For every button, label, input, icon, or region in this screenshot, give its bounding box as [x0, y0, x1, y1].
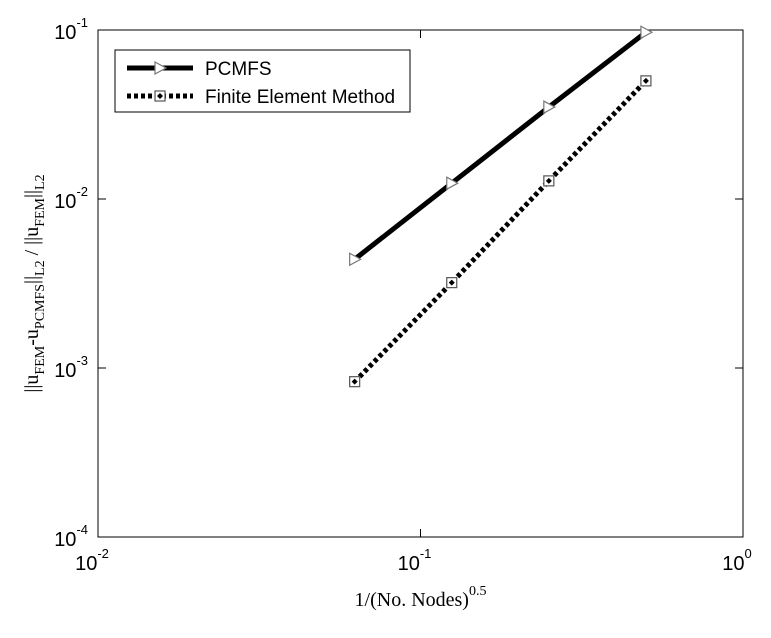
y-axis-label-part: FEM: [33, 345, 48, 374]
y-tick-base: 10: [54, 360, 76, 382]
y-tick-exponent: -4: [76, 522, 88, 537]
y-axis-label: ||uFEM-uPCMFS||L2 / ||uFEM||L2: [21, 174, 48, 392]
x-tick-exponent: -1: [420, 546, 432, 561]
y-axis-label-part: FEM: [33, 197, 48, 226]
x-tick-label: 10-1: [398, 546, 432, 575]
x-tick-base: 10: [398, 553, 420, 575]
x-axis-label-exponent: 0.5: [469, 584, 487, 599]
x-tick-label: 100: [722, 546, 751, 575]
x-tick-exponent: 0: [745, 546, 752, 561]
x-tick-label: 10-2: [75, 546, 109, 575]
y-tick-base: 10: [54, 22, 76, 44]
marker: [446, 277, 458, 289]
marker: [640, 75, 652, 87]
marker: [640, 25, 654, 40]
series-line: [353, 30, 648, 262]
y-tick-base: 10: [54, 191, 76, 213]
marker: [154, 90, 166, 102]
marker-dot: [545, 177, 552, 184]
y-axis-label-part: ||: [21, 276, 43, 284]
y-tick-exponent: -2: [76, 184, 88, 199]
marker: [349, 376, 361, 388]
y-tick-exponent: -3: [76, 353, 88, 368]
marker-dot: [351, 378, 358, 385]
x-tick-exponent: -2: [97, 546, 109, 561]
y-axis-label-part: -u: [21, 329, 43, 346]
legend-label: Finite Element Method: [205, 87, 395, 108]
x-tick-base: 10: [722, 553, 744, 575]
x-axis-label: 1/(No. Nodes)0.5: [355, 584, 487, 611]
y-axis-label-part: L2: [33, 260, 48, 276]
legend-box: [114, 49, 411, 113]
marker: [446, 176, 460, 191]
y-axis-label-part: PCMFS: [33, 284, 48, 329]
marker-dot: [448, 279, 455, 286]
y-axis-label-part: / ||u: [21, 227, 43, 261]
y-axis-label-part: L2: [33, 174, 48, 190]
marker-dot: [157, 93, 163, 99]
marker: [543, 175, 555, 187]
x-tick-base: 10: [75, 553, 97, 575]
x-axis-label-text: 1/(No. Nodes): [355, 589, 469, 611]
y-axis-label-part: ||: [21, 190, 43, 198]
y-tick-label: 10-3: [54, 353, 88, 382]
y-tick-label: 10-4: [54, 522, 88, 551]
legend-label: PCMFS: [205, 59, 272, 80]
marker-dot: [642, 77, 649, 84]
marker: [154, 60, 168, 76]
marker: [349, 252, 362, 267]
y-axis-label-part: ||u: [21, 375, 43, 393]
marker: [543, 100, 557, 115]
y-tick-base: 10: [54, 529, 76, 551]
y-tick-exponent: -1: [76, 15, 88, 30]
y-tick-label: 10-1: [54, 15, 88, 44]
y-tick-label: 10-2: [54, 184, 88, 213]
